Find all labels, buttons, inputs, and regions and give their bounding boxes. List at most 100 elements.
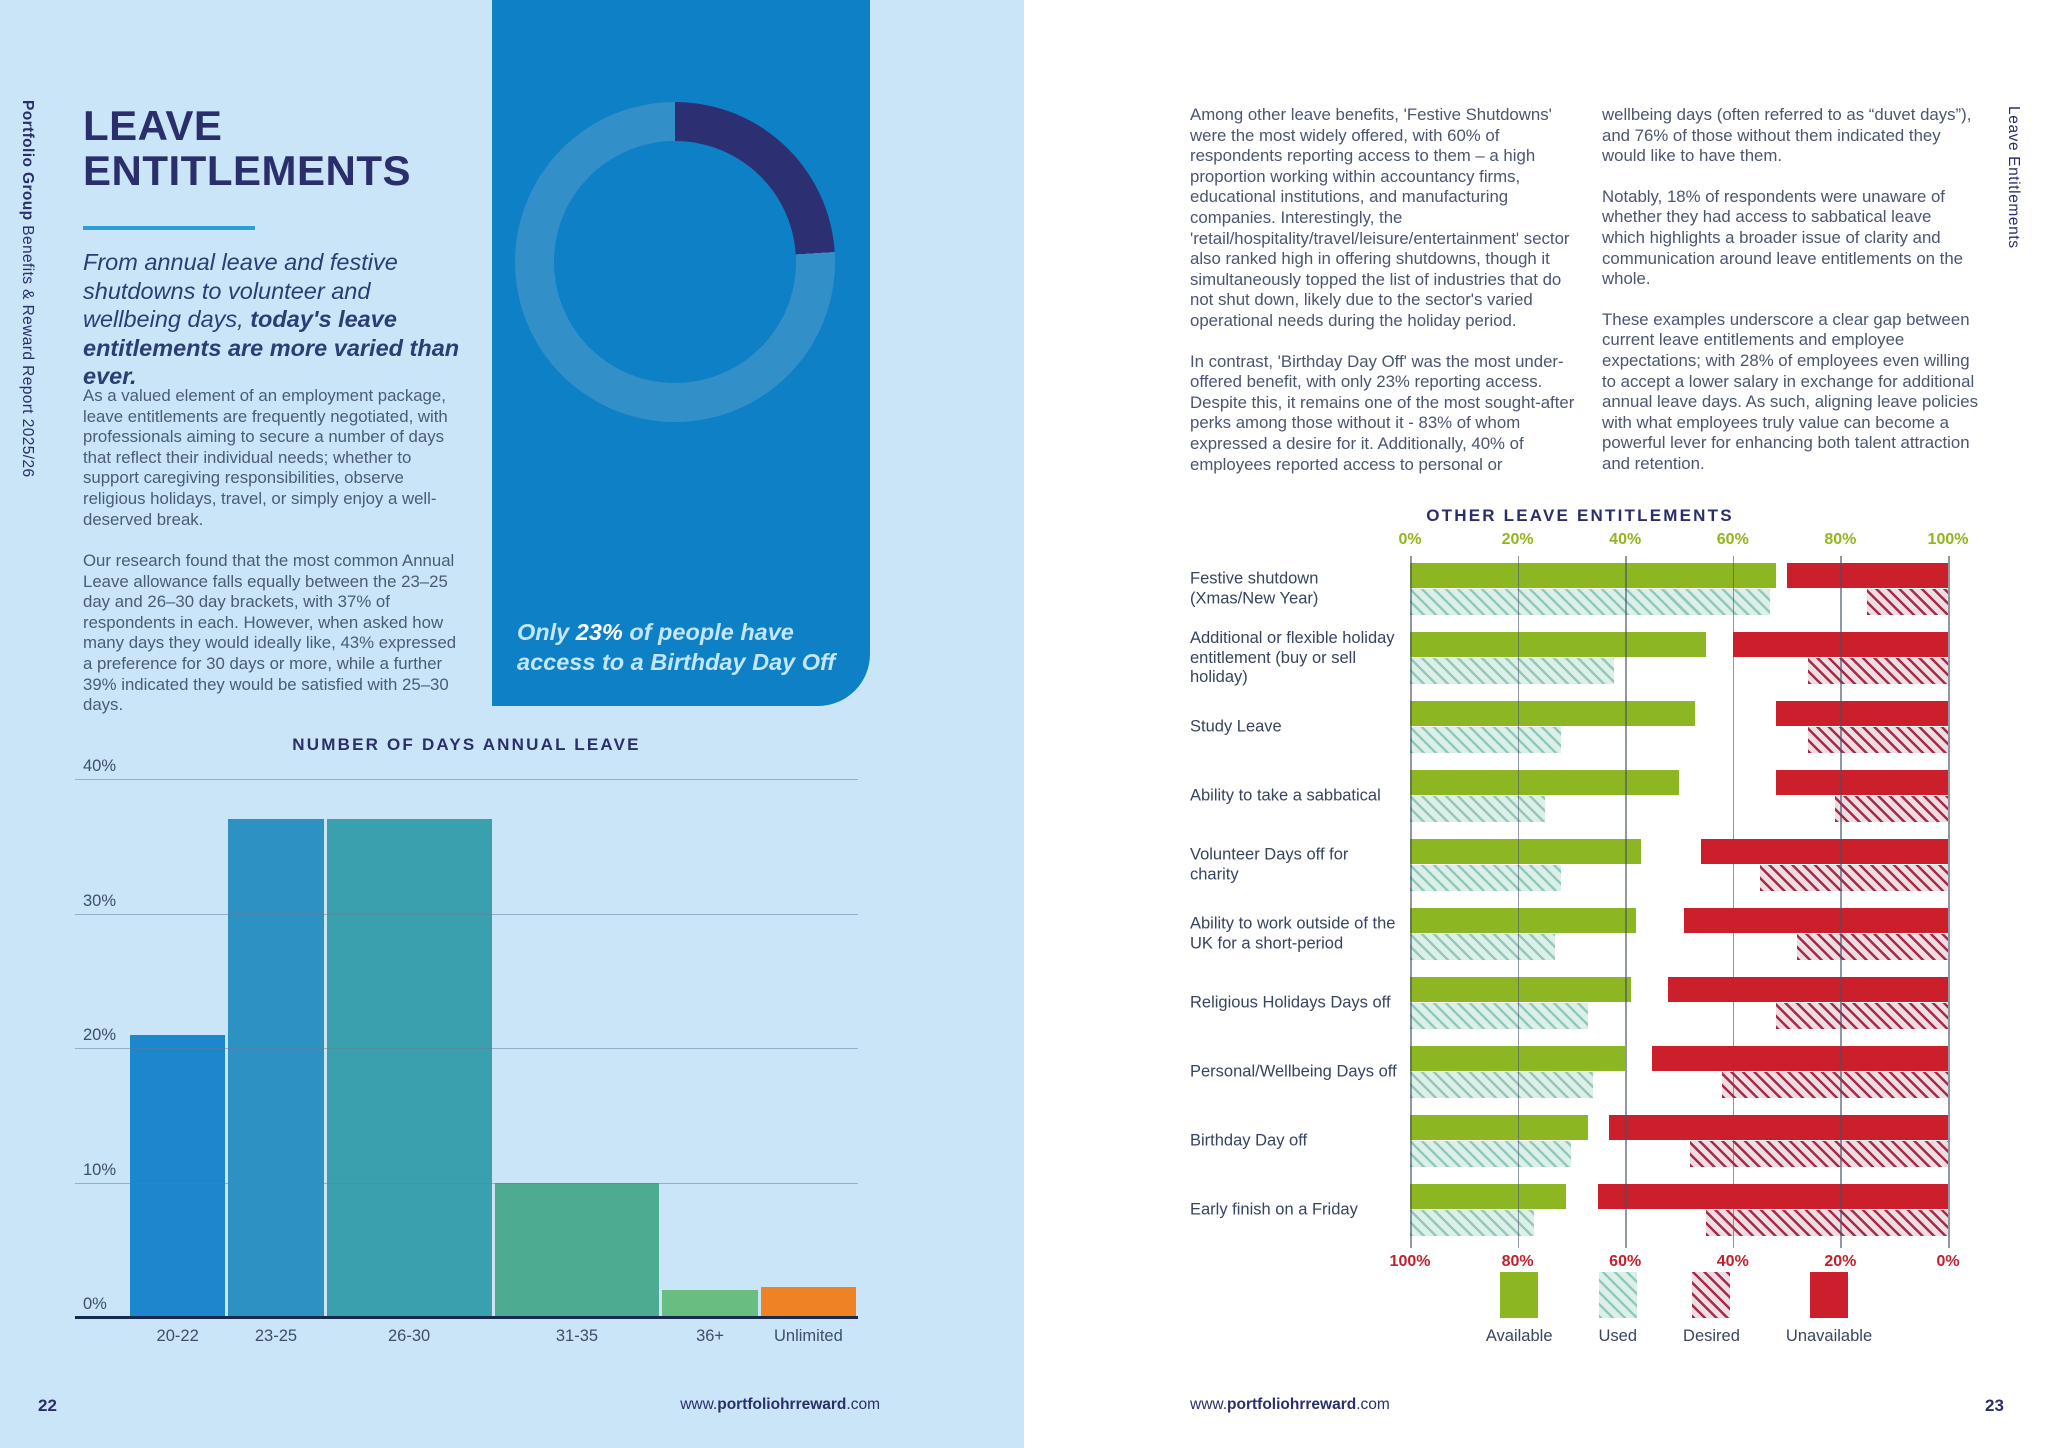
caption-prefix: Only [517,619,576,645]
bar-unavailable [1598,1184,1948,1209]
x-tick-label: 36+ [696,1327,725,1345]
gridline-20 [75,1048,858,1049]
top-axis-tick: 0% [1398,531,1422,548]
legend-swatch-desired [1692,1272,1731,1318]
row-bars [1410,1184,1948,1236]
row-bars [1410,701,1948,753]
panel-caption: Only 23% of people have access to a Birth… [517,618,862,677]
bar-used [1410,1141,1572,1167]
col2-paragraph-2: Notably, 18% of respondents were unaware… [1602,186,1964,289]
bar-unavailable [1775,701,1948,726]
top-axis-tick: 80% [1824,531,1857,548]
bar-desired [1689,1141,1948,1167]
bottom-axis-tick: 60% [1609,1253,1642,1270]
col2-paragraph-3: These examples underscore a clear gap be… [1602,309,1978,473]
chart-row: Study Leave [1190,701,1948,753]
chapter-sidebar: Leave Entitlements [2005,106,2022,249]
bottom-axis-tick: 40% [1716,1253,1749,1270]
bottom-axis-tick: 20% [1824,1253,1857,1270]
bar-Unlimited [760,1287,857,1317]
other-leave-top-axis: 0% 20% 40% 60% 80% 100% [1398,531,1968,551]
bar-used [1410,658,1615,684]
other-leave-bottom-axis: 100% 80% 60% 40% 20% 0% [1390,1253,1960,1273]
bottom-axis-tick: 80% [1501,1253,1534,1270]
intro-bold: today's leave entitlements are more vari… [83,306,460,389]
col1-paragraph-1: Among other leave benefits, 'Festive Shu… [1190,105,1570,330]
bar-used [1410,727,1561,753]
legend-label: Available [1485,1327,1553,1345]
x-tick-label: 26-30 [387,1327,431,1345]
caption-percentage: 23% [575,619,623,645]
row-label: Ability to work outside of the UK for a … [1190,914,1396,953]
bar-desired [1835,796,1948,822]
page-title-line2: ENTITLEMENTS [83,147,411,194]
bar-23-25 [228,819,324,1317]
legend-item-available: Available [1486,1272,1553,1346]
row-bars [1410,1046,1948,1098]
row-bars [1410,563,1948,615]
bar-unavailable [1609,1115,1948,1140]
page-number: 22 [38,1396,57,1415]
page-title: LEAVE ENTITLEMENTS [83,103,503,193]
caption-line2: access to a Birthday Day Off [517,648,836,675]
annual-leave-bars [130,779,857,1317]
chart-row: Ability to take a sabbatical [1190,770,1948,822]
bar-desired [1722,1072,1948,1098]
row-label: Personal/Wellbeing Days off [1190,1062,1397,1081]
page-number: 23 [1985,1396,2004,1415]
url-domain: portfoliohrreward [717,1396,847,1413]
x-tick-label: 23-25 [254,1327,298,1345]
gridline-10 [75,1182,858,1184]
row-bars [1410,908,1948,960]
row-label: Festive shutdown (Xmas/New Year) [1190,569,1319,608]
legend-label: Desired [1683,1327,1740,1345]
left-footer-url[interactable]: www.portfoliohrreward.com [500,1396,880,1414]
url-www: www. [1190,1396,1228,1413]
x-tick-label: Unlimited [773,1327,843,1345]
row-label: Study Leave [1190,717,1282,736]
annual-leave-x-axis: 20-22 23-25 26-30 31-35 36+ Unlimited [130,1327,856,1346]
top-axis-tick: 100% [1927,531,1969,548]
y-tick-label: 0% [83,1295,107,1313]
body-paragraph-2: Our research found that the most common … [83,551,457,715]
row-bars [1410,839,1948,891]
legend-label: Used [1598,1327,1638,1345]
chart-row: Volunteer Days off for charity [1190,839,1948,891]
row-bars [1410,770,1948,822]
bar-used [1410,865,1561,891]
bar-used [1410,934,1556,960]
bar-unavailable [1775,770,1948,795]
bar-unavailable [1684,908,1948,933]
chart-row: Festive shutdown (Xmas/New Year) [1190,563,1948,615]
bar-desired [1705,1210,1948,1236]
bar-desired [1775,1003,1948,1029]
bar-desired [1808,658,1948,684]
bar-unavailable [1668,977,1948,1002]
bar-used [1410,589,1771,615]
right-footer-url[interactable]: www.portfoliohrreward.com [1190,1396,1390,1414]
other-leave-chart-title: OTHER LEAVE ENTITLEMENTS [1426,506,1734,525]
row-label: Additional or flexible holiday entitleme… [1190,628,1395,686]
legend-label: Unavailable [1785,1327,1873,1345]
legend-item-desired: Desired [1683,1272,1740,1346]
url-domain: portfoliohrreward [1227,1396,1357,1413]
y-tick-label: 40% [83,757,117,775]
bar-available [1410,977,1631,1002]
col2-paragraph-1: wellbeing days (often referred to as “du… [1602,105,1972,166]
title-divider [83,226,255,230]
report-edition-rest: Benefits & Reward Report 2025/26 [19,220,36,478]
row-bars [1410,977,1948,1029]
page-title-line1: LEAVE [83,102,223,149]
bar-31-35 [494,1182,660,1317]
row-label: Early finish on a Friday [1190,1200,1358,1219]
annual-leave-chart-title: NUMBER OF DAYS ANNUAL LEAVE [292,735,641,754]
y-tick-label: 30% [83,891,117,910]
bar-available [1410,1184,1567,1209]
chart-row: Early finish on a Friday [1190,1184,1948,1236]
y-tick-label: 10% [83,1160,117,1179]
other-leave-legend: Available Used Desired Unavailable [1410,1272,1948,1346]
bar-used [1410,1072,1593,1098]
bar-desired [1759,865,1948,891]
row-bars [1410,1115,1948,1167]
